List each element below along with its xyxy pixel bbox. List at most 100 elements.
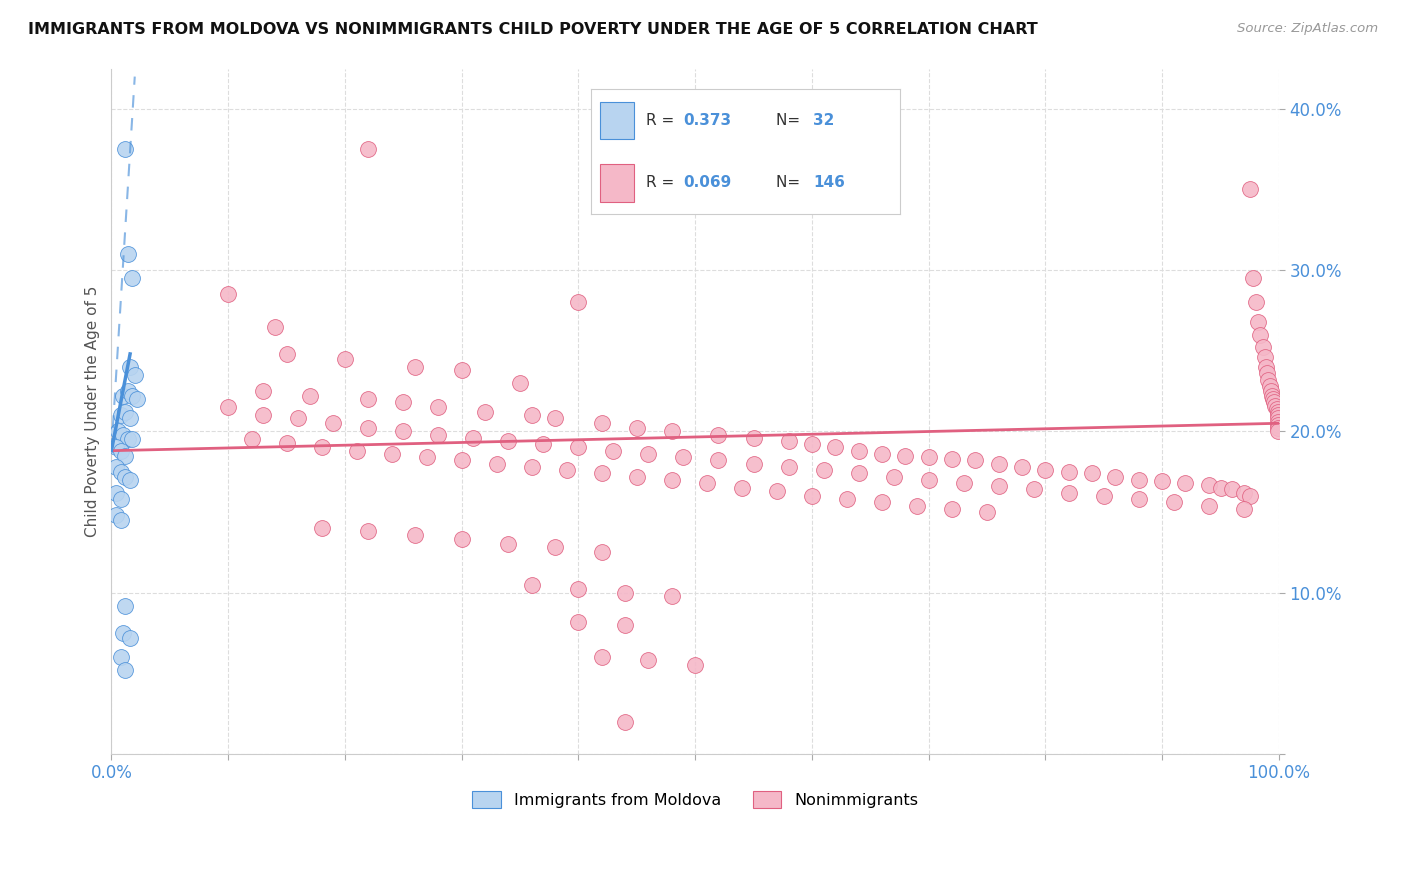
Point [110,408,132,422]
Point [1265,401,1288,416]
Point [591,545,613,559]
Point [1264,399,1286,413]
Point [1128,492,1150,507]
Point [357,142,380,156]
Point [117,384,139,398]
Point [404,359,426,374]
Point [591,417,613,431]
Point [1254,350,1277,364]
Point [1198,499,1220,513]
Point [591,467,613,481]
Point [870,495,893,509]
Point [427,400,450,414]
Point [121,389,143,403]
Point [965,453,987,467]
Point [1092,489,1115,503]
Point [346,443,368,458]
Point [217,287,239,301]
Point [544,541,567,555]
Point [661,589,683,603]
Point [905,499,928,513]
Point [1057,465,1080,479]
Point [555,463,578,477]
Point [110,443,132,458]
Point [311,441,333,455]
Point [311,521,333,535]
Point [1257,373,1279,387]
Point [661,425,683,439]
Y-axis label: Child Poverty Under the Age of 5: Child Poverty Under the Age of 5 [86,285,100,537]
Point [427,427,450,442]
Text: Source: ZipAtlas.com: Source: ZipAtlas.com [1237,22,1378,36]
Point [567,295,589,310]
Point [1267,408,1289,422]
Point [520,459,543,474]
Text: N=: N= [776,176,806,190]
Point [110,513,132,527]
Point [404,527,426,541]
Point [120,473,142,487]
Point [614,714,637,729]
Point [707,453,730,467]
Point [742,457,765,471]
Text: 0.373: 0.373 [683,113,731,128]
Point [1035,463,1057,477]
Point [392,395,415,409]
Point [917,450,939,464]
Point [1239,489,1261,503]
Point [357,421,380,435]
Point [110,492,132,507]
Point [1247,315,1270,329]
Point [1267,405,1289,419]
Point [485,457,508,471]
Point [276,347,298,361]
Point [120,411,142,425]
Point [1267,411,1289,425]
Text: N=: N= [776,113,806,128]
Point [114,142,136,156]
Point [614,585,637,599]
Point [114,599,136,613]
Point [1258,379,1281,393]
Point [742,431,765,445]
Point [696,475,718,490]
Point [120,631,142,645]
Point [120,359,142,374]
Point [531,437,554,451]
Point [381,447,404,461]
Point [602,443,624,458]
Point [121,271,143,285]
Point [117,433,139,447]
Point [778,459,800,474]
Point [520,408,543,422]
Point [848,467,870,481]
Text: R =: R = [647,113,679,128]
Point [987,479,1010,493]
Point [333,351,356,366]
Point [661,473,683,487]
Point [1209,481,1232,495]
Point [114,469,136,483]
Point [731,481,754,495]
Point [498,434,520,448]
Point [127,392,149,406]
Point [883,469,905,483]
Point [114,663,136,677]
Point [105,485,128,500]
Point [1256,366,1278,380]
Point [941,501,963,516]
Point [813,463,835,477]
Point [1011,459,1033,474]
Point [1057,485,1080,500]
Text: 146: 146 [813,176,845,190]
Point [800,489,823,503]
Text: R =: R = [647,176,679,190]
Point [1022,483,1045,497]
Point [392,425,415,439]
Point [848,443,870,458]
Point [1163,495,1185,509]
Point [626,469,648,483]
Bar [600,164,634,202]
Point [1244,295,1267,310]
Point [450,453,472,467]
